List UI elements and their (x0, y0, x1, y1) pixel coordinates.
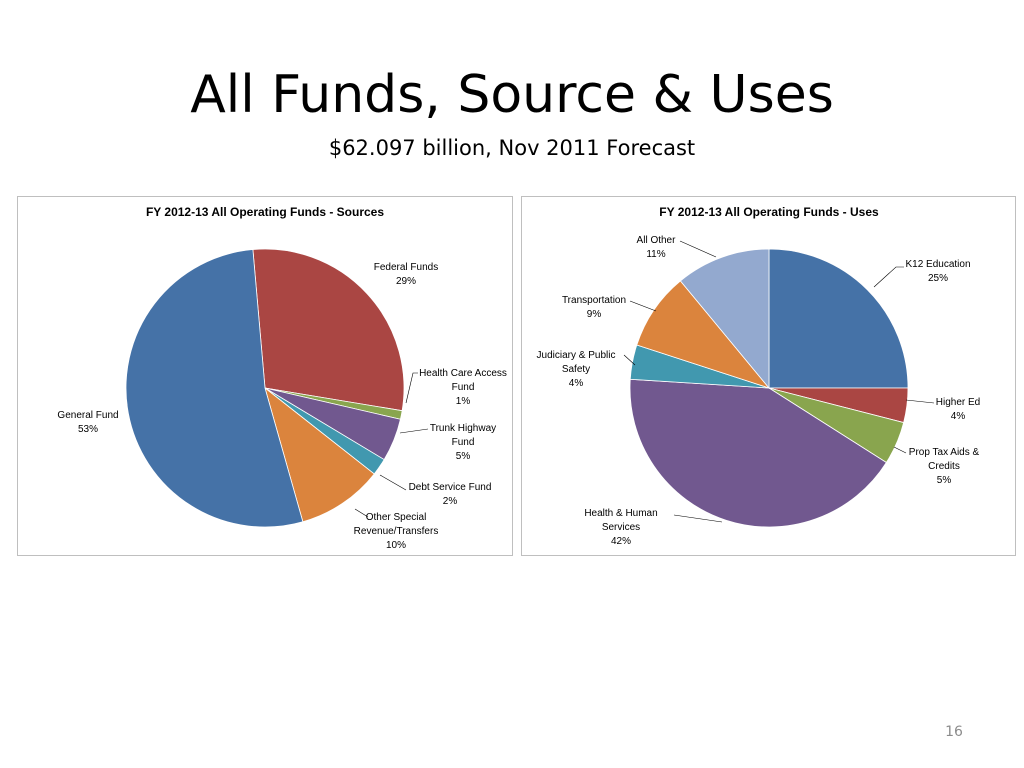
uses-pie-chart: FY 2012-13 All Operating Funds - Uses K12… (521, 196, 1016, 556)
sources-slice-federal-funds (252, 248, 405, 412)
sources-chart-title: FY 2012-13 All Operating Funds - Sources (146, 205, 384, 219)
sources-label-general-fund: General Fund 53% (57, 410, 118, 435)
sources-leader-other-special-revenue-transfers (354, 508, 369, 518)
uses-leader-health-human-services (673, 514, 723, 523)
uses-slice-health-human-services (629, 378, 887, 528)
sources-label-federal-funds: Federal Funds 29% (374, 262, 438, 287)
sources-label-other-special-revenue-transfers: Other Special Revenue/Transfers 10% (354, 512, 439, 551)
page-number: 16 (945, 724, 963, 740)
uses-label-health-human-services: Health & Human Services 42% (584, 508, 657, 547)
uses-pie-svg: FY 2012-13 All Operating Funds - Uses K12… (537, 205, 981, 547)
sources-pie-svg: FY 2012-13 All Operating Funds - Sources… (57, 205, 507, 551)
uses-label-all-other: All Other 11% (637, 235, 677, 260)
uses-label-transportation: Transportation 9% (562, 295, 626, 320)
sources-leader-trunk-highway-fund (399, 428, 429, 434)
sources-label-trunk-highway-fund: Trunk Highway Fund 5% (430, 423, 496, 462)
uses-slice-transportation (636, 280, 771, 389)
slide-title: All Funds, Source & Uses (190, 65, 834, 125)
uses-label-k12-education: K12 Education 25% (905, 259, 970, 284)
slide-subtitle: $62.097 billion, Nov 2011 Forecast (328, 136, 696, 160)
sources-leader-health-care-access-fund (405, 372, 418, 404)
sources-label-health-care-access-fund: Health Care Access Fund 1% (419, 368, 507, 407)
uses-leader-judiciary-public-safety (623, 354, 636, 366)
sources-pie-chart: FY 2012-13 All Operating Funds - Sources… (17, 196, 513, 556)
uses-leader-all-other (679, 240, 717, 258)
uses-leader-k12-education (873, 266, 904, 288)
uses-slice-k12-education (768, 248, 909, 389)
sources-leader-debt-service-fund (379, 474, 407, 491)
uses-leader-transportation (629, 300, 657, 312)
sources-slice-other-special-revenue-transfers (264, 386, 375, 523)
uses-label-prop-tax-aids-credits: Prop Tax Aids & Credits 5% (909, 447, 980, 486)
sources-slice-general-fund (125, 249, 304, 528)
sources-label-debt-service-fund: Debt Service Fund 2% (409, 482, 492, 507)
uses-label-judiciary-public-safety: Judiciary & Public Safety 4% (537, 350, 616, 389)
uses-leader-higher-ed (905, 399, 935, 404)
uses-leader-prop-tax-aids-credits (893, 446, 907, 454)
uses-label-higher-ed: Higher Ed 4% (936, 397, 980, 422)
uses-slice-all-other (679, 248, 770, 390)
uses-chart-title: FY 2012-13 All Operating Funds - Uses (659, 205, 879, 219)
